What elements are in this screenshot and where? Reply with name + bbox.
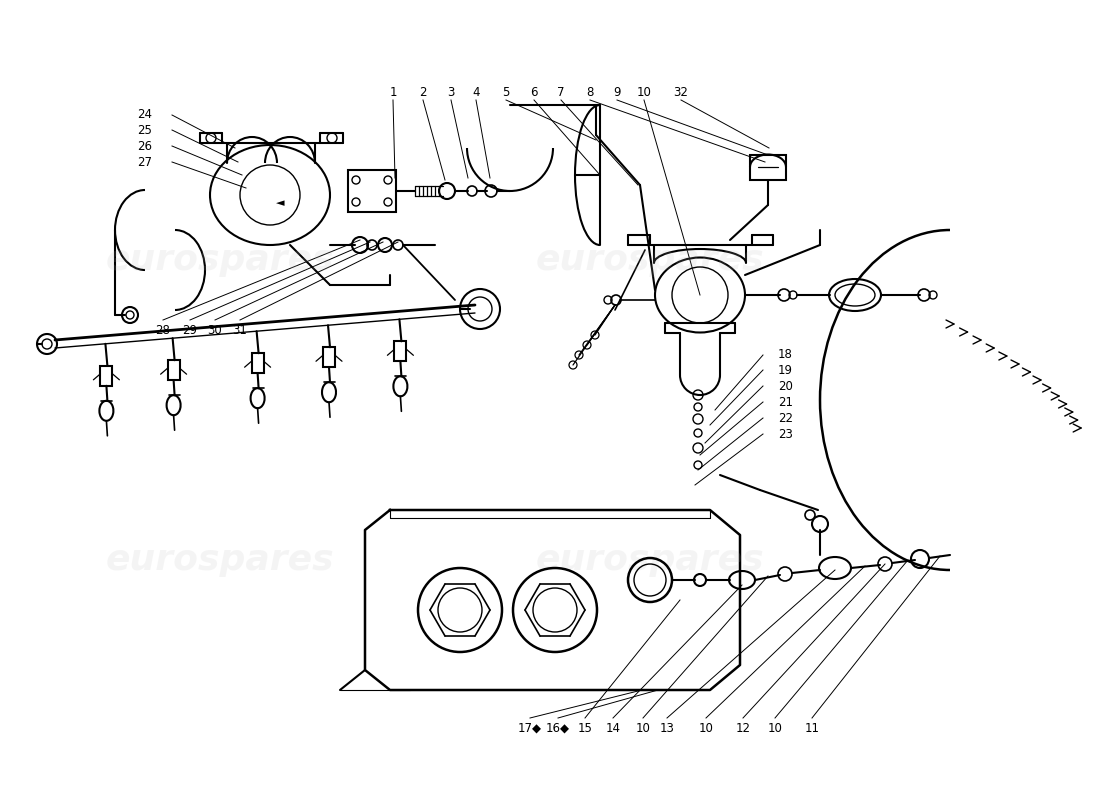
Bar xyxy=(395,342,406,362)
Text: 9: 9 xyxy=(614,86,620,98)
Text: 26: 26 xyxy=(138,139,152,153)
Text: 10: 10 xyxy=(698,722,714,734)
Text: eurospares: eurospares xyxy=(106,543,334,577)
Text: 32: 32 xyxy=(673,86,689,98)
Text: 13: 13 xyxy=(660,722,674,734)
Text: 30: 30 xyxy=(208,323,222,337)
Text: 23: 23 xyxy=(778,427,793,441)
Bar xyxy=(167,360,179,380)
Text: 27: 27 xyxy=(138,155,152,169)
Text: 10: 10 xyxy=(637,86,651,98)
Text: 2: 2 xyxy=(419,86,427,98)
Text: 16◆: 16◆ xyxy=(546,722,570,734)
Text: 25: 25 xyxy=(138,123,152,137)
Bar xyxy=(348,170,396,212)
Text: 12: 12 xyxy=(736,722,750,734)
Text: 7: 7 xyxy=(558,86,564,98)
Bar xyxy=(323,347,336,367)
Text: 18: 18 xyxy=(778,349,793,362)
Text: 11: 11 xyxy=(804,722,820,734)
Text: eurospares: eurospares xyxy=(106,243,334,277)
Text: 10: 10 xyxy=(636,722,650,734)
Bar xyxy=(750,155,786,180)
Text: 20: 20 xyxy=(778,379,793,393)
Text: 28: 28 xyxy=(155,323,170,337)
Text: ◄: ◄ xyxy=(276,198,284,208)
Text: 14: 14 xyxy=(605,722,620,734)
Text: eurospares: eurospares xyxy=(536,543,764,577)
Text: 24: 24 xyxy=(138,109,152,122)
Bar xyxy=(100,366,112,386)
Text: 4: 4 xyxy=(472,86,480,98)
Text: 17◆: 17◆ xyxy=(518,722,542,734)
Text: 8: 8 xyxy=(586,86,594,98)
Text: 21: 21 xyxy=(778,395,793,409)
Text: 10: 10 xyxy=(768,722,782,734)
Text: eurospares: eurospares xyxy=(536,243,764,277)
Text: 5: 5 xyxy=(503,86,509,98)
Text: 29: 29 xyxy=(183,323,198,337)
Text: 22: 22 xyxy=(778,411,793,425)
Text: 6: 6 xyxy=(530,86,538,98)
Text: 15: 15 xyxy=(578,722,593,734)
Bar xyxy=(252,354,264,373)
Text: 19: 19 xyxy=(778,363,793,377)
Text: 1: 1 xyxy=(389,86,397,98)
Text: 31: 31 xyxy=(232,323,248,337)
Text: 3: 3 xyxy=(448,86,454,98)
